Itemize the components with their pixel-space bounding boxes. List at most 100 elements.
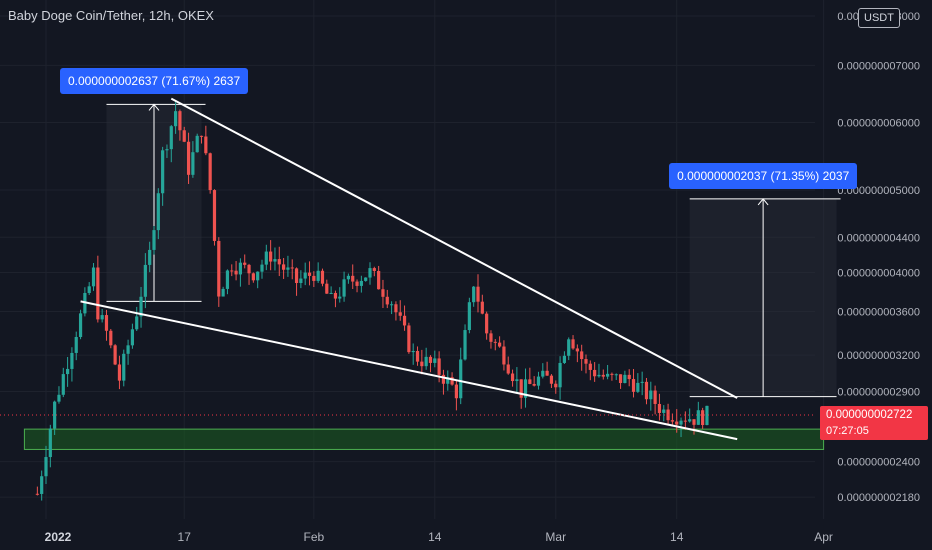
candle-body <box>320 270 325 284</box>
candle-body <box>117 364 122 381</box>
candle-body <box>186 141 191 175</box>
candle-body <box>299 278 303 284</box>
candle-body <box>316 270 320 281</box>
candle-body <box>593 369 597 377</box>
y-tick-label: 0.000000004400 <box>837 232 920 244</box>
candle-body <box>143 264 147 297</box>
candle-body <box>307 272 312 276</box>
candle-body <box>696 410 700 425</box>
y-tick-label: 0.000000004000 <box>837 268 920 280</box>
candle-body <box>541 370 545 377</box>
candle-body <box>705 405 709 426</box>
y-tick-label: 0.000000003200 <box>837 350 920 362</box>
x-tick-label: 14 <box>428 530 442 544</box>
candle-body <box>562 355 566 363</box>
candle-body <box>212 190 217 241</box>
candle-body <box>104 315 109 331</box>
candle-body <box>135 316 139 330</box>
candle-body <box>122 353 126 381</box>
candle-body <box>100 315 104 320</box>
candle-body <box>195 135 199 153</box>
candle-body <box>519 379 523 398</box>
candle-body <box>277 259 281 265</box>
candle-body <box>182 130 186 142</box>
candle-body <box>515 379 519 382</box>
candle-body <box>459 359 463 399</box>
candle-body <box>510 373 515 382</box>
candle-body <box>273 259 277 262</box>
candle-body <box>692 419 696 425</box>
candle-body <box>554 383 558 388</box>
candle-body <box>294 268 299 284</box>
candle-body <box>657 403 662 413</box>
trendlines[interactable] <box>80 97 738 441</box>
candle-body <box>66 368 70 375</box>
candle-body <box>428 356 433 363</box>
candle-body <box>264 251 268 265</box>
candle-body <box>44 457 48 477</box>
candle-body <box>156 193 160 231</box>
candle-body <box>411 350 415 353</box>
candle-body <box>498 342 502 347</box>
candle-body <box>640 381 644 383</box>
candle-body <box>631 379 636 392</box>
candle-body <box>269 251 273 262</box>
candle-body <box>536 376 541 386</box>
candle-body <box>148 249 152 265</box>
measure-label-1: 0.000000002637 (71.67%) 2637 <box>60 68 249 95</box>
y-tick-label: 0.000000005000 <box>837 185 920 197</box>
candle-body <box>601 374 605 377</box>
candle-body <box>359 280 363 286</box>
candle-body <box>571 339 575 349</box>
x-tick-label: 17 <box>178 530 192 544</box>
candle-body <box>368 268 372 278</box>
x-tick-label: 2022 <box>45 530 72 544</box>
candle-body <box>610 373 614 375</box>
candle-body <box>489 333 493 342</box>
candle-body <box>402 315 407 326</box>
candle-body <box>701 410 705 426</box>
candle-body <box>303 272 307 279</box>
candle-body <box>342 279 346 297</box>
candle-body <box>221 288 225 297</box>
candle-body <box>567 339 571 356</box>
candle-body <box>532 383 536 386</box>
x-tick-label: Apr <box>814 530 833 544</box>
candle-body <box>670 420 674 422</box>
current-price: 0.000000002722 <box>826 408 913 421</box>
candle-body <box>199 135 204 137</box>
candle-body <box>35 493 39 495</box>
candle-body <box>191 152 195 175</box>
candle-body <box>441 374 446 384</box>
chart-title: Baby Doge Coin/Tether, 12h, OKEX <box>8 8 214 23</box>
candle-body <box>463 330 467 360</box>
candle-body <box>450 377 454 385</box>
currency-button[interactable]: USDT <box>858 8 900 28</box>
candle-body <box>649 390 653 400</box>
y-tick-label: 0.000000003600 <box>837 307 920 319</box>
candle-body <box>96 267 100 320</box>
candle-body <box>606 373 610 377</box>
candle-body <box>251 273 255 281</box>
y-tick-label: 0.000000007000 <box>837 60 920 72</box>
candle-body <box>169 126 173 150</box>
candle-body <box>683 420 687 422</box>
candle-body <box>234 270 238 275</box>
candle-body <box>351 275 355 282</box>
candle-body <box>91 267 96 287</box>
candle-body <box>545 370 549 376</box>
candle-body <box>523 379 528 398</box>
candle-body <box>485 313 489 334</box>
candle-body <box>467 302 471 331</box>
candle-body <box>644 381 649 400</box>
y-tick-label: 0.000000006000 <box>837 117 920 129</box>
candle-body <box>597 374 601 377</box>
x-tick-label: Feb <box>303 530 324 544</box>
candle-body <box>286 267 290 270</box>
candle-body <box>260 264 264 272</box>
candle-body <box>57 394 61 402</box>
candle-body <box>78 313 83 337</box>
candle-body <box>48 428 52 458</box>
candle-body <box>394 304 398 313</box>
